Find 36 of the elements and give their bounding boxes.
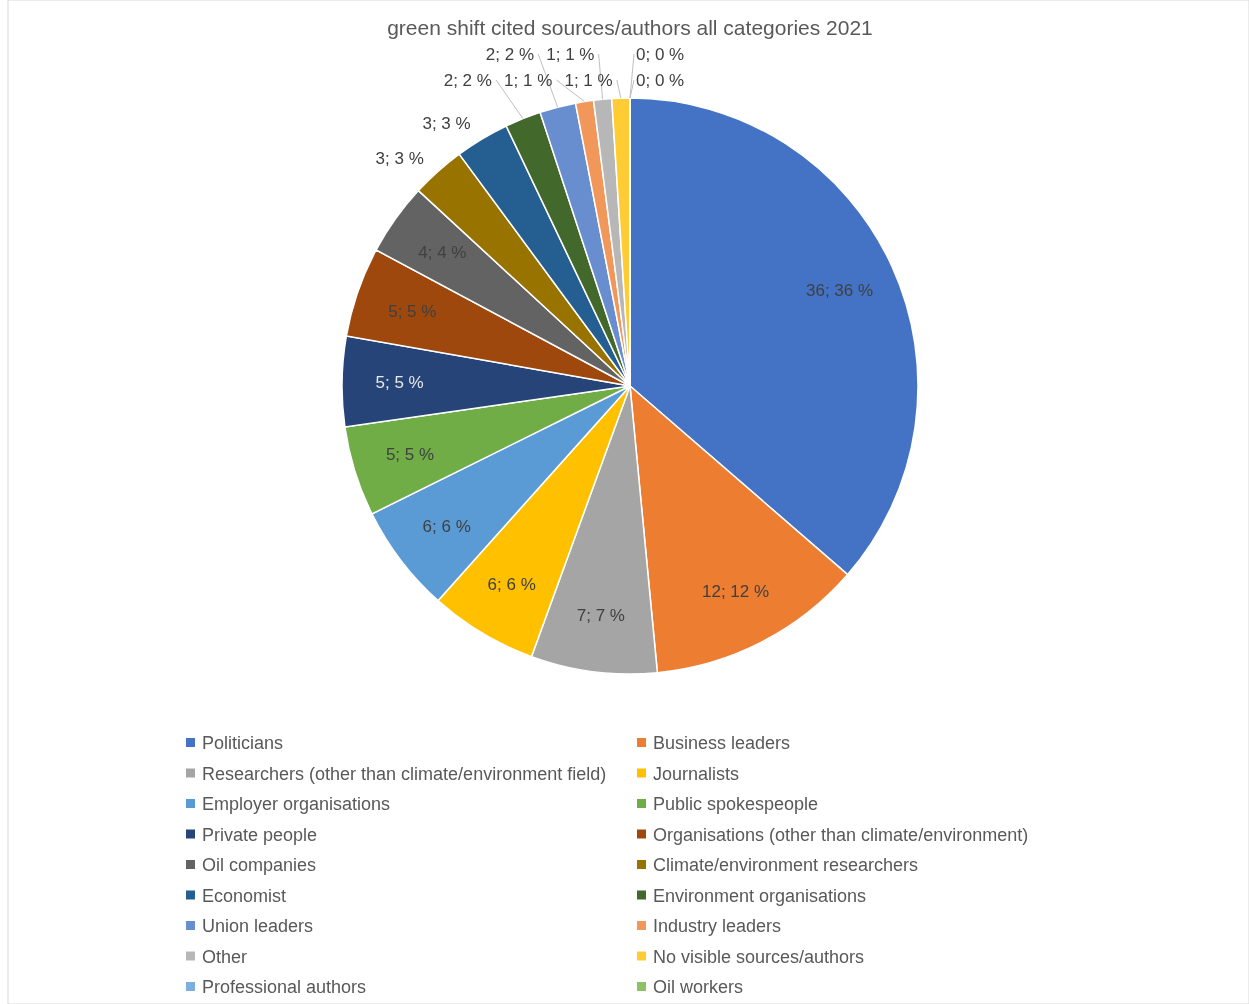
data-label: 12; 12 % [702, 581, 770, 601]
data-label: 5; 5 % [385, 445, 435, 465]
data-label: 2; 2 % [485, 45, 535, 64]
data-label: 1; 1 % [564, 71, 613, 90]
legend-label: Employer organisations [202, 794, 391, 814]
legend-label: Other [202, 946, 248, 967]
legend-label: Professional authors [202, 977, 367, 997]
data-label: 3; 3 % [375, 148, 424, 168]
legend-label: Industry leaders [653, 916, 782, 936]
legend-label: Oil workers [653, 977, 744, 997]
legend-label: Organisations (other than climate/environment) [653, 824, 1029, 845]
legend-label: Union leaders [202, 916, 314, 936]
legend-label: Journalists [653, 763, 740, 784]
chart-title: green shift cited sources/authors all categories 2021 [387, 16, 873, 39]
data-label: 36; 36 % [806, 281, 874, 301]
data-label: 1; 1 % [504, 71, 553, 90]
legend-label: Researchers (other than climate/environment field) [202, 763, 607, 784]
legend-label: Economist [202, 885, 287, 906]
text: 0; 0 % [636, 71, 685, 90]
legend-label: Business leaders [653, 733, 791, 753]
data-label: 6; 6 % [422, 516, 471, 536]
legend-label: Oil companies [202, 855, 317, 875]
legend-label: No visible sources/authors [653, 946, 865, 967]
data-label: 7; 7 % [576, 605, 625, 625]
data-label: 5; 5 % [388, 301, 437, 321]
data-label: 3; 3 % [422, 114, 471, 134]
data-label: 2; 2 % [443, 71, 492, 90]
data-label: 5; 5 % [375, 373, 424, 393]
legend-label: Public spokespeople [653, 794, 819, 814]
legend-label: Climate/environment researchers [653, 855, 919, 875]
legend-label: Environment organisations [653, 885, 867, 906]
data-label: 1; 1 % [546, 45, 595, 64]
legend-label: Politicians [202, 733, 284, 753]
legend-label: Private people [202, 824, 318, 845]
data-label: 6; 6 % [487, 574, 536, 594]
text: 0; 0 % [636, 45, 685, 64]
